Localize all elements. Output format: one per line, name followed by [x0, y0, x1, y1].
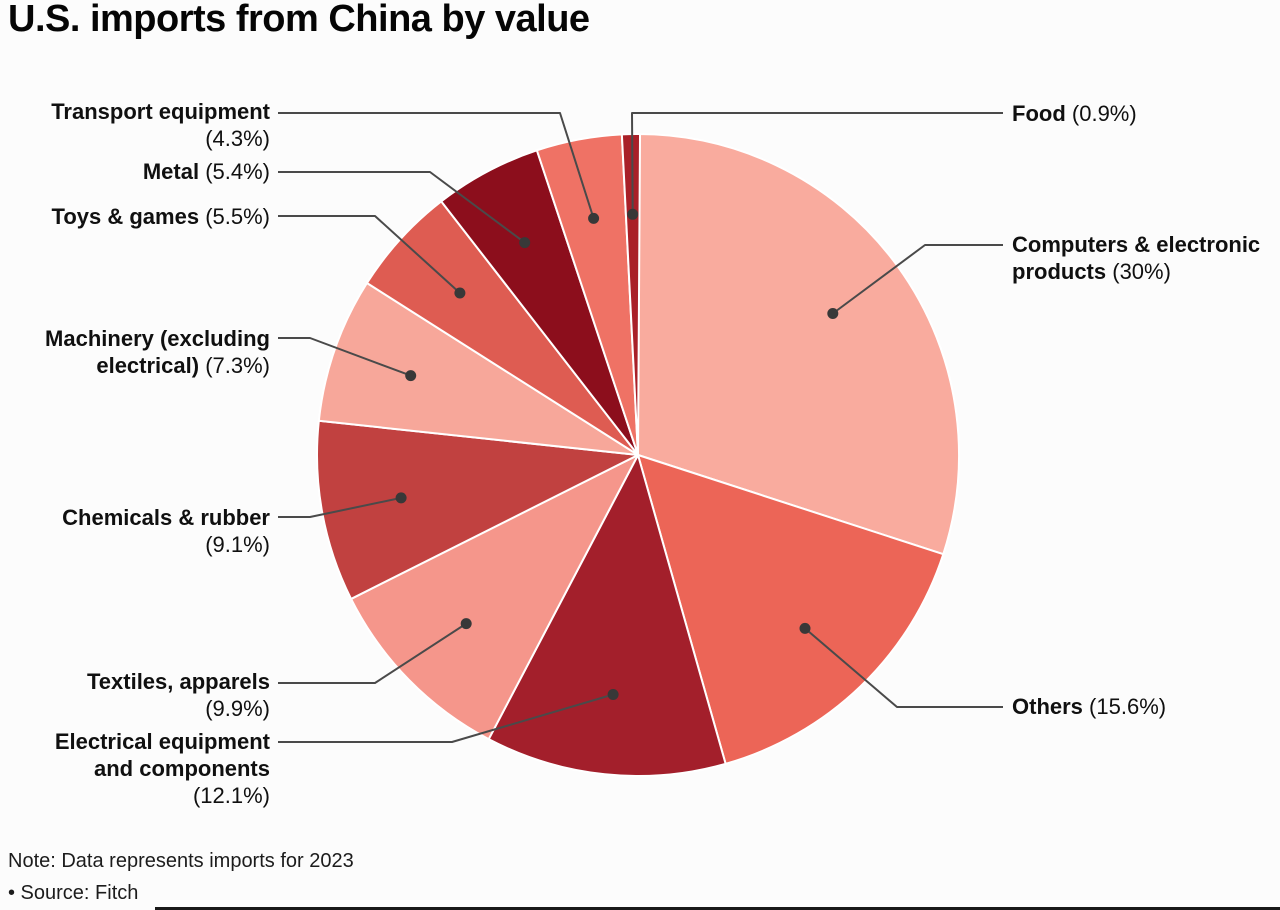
- leader-dot-chemicals: [395, 492, 407, 504]
- label-machinery: Machinery (excluding electrical) (7.3%): [30, 325, 270, 379]
- leader-line-metal: [278, 171, 526, 244]
- leader-line-others: [804, 627, 1003, 708]
- source-text: • Source: Fitch: [8, 882, 139, 904]
- label-percent: (30%): [1112, 259, 1171, 284]
- leader-line-computers: [832, 244, 1003, 315]
- label-text: Others: [1012, 694, 1083, 719]
- label-percent: (0.9%): [1071, 101, 1137, 126]
- label-toys-games: Toys & games (5.5%): [30, 203, 270, 230]
- pie-slice-chemicals: [316, 419, 639, 600]
- leader-line-chemicals: [278, 496, 402, 518]
- label-text: Food: [1012, 101, 1066, 126]
- leader-dot-textiles: [460, 618, 472, 630]
- label-text: Transport equipment: [51, 99, 270, 124]
- leader-dot-machinery: [405, 370, 417, 382]
- leader-dot-electrical: [607, 689, 619, 700]
- label-electrical-equipment: Electrical equipment and components (12.…: [30, 728, 270, 809]
- label-transport-equipment: Transport equipment (4.3%): [30, 98, 270, 152]
- label-percent: (9.1%): [205, 532, 270, 557]
- pie-slice-others: [637, 454, 945, 765]
- label-percent: (4.3%): [205, 126, 270, 151]
- label-text: Textiles, apparels: [86, 669, 270, 694]
- label-text: Electrical equipment and components: [54, 729, 270, 781]
- leader-line-machinery: [278, 337, 412, 377]
- label-text: Computers & electronic products: [1012, 232, 1261, 284]
- leader-dot-computers: [827, 308, 839, 319]
- label-percent: (5.5%): [205, 204, 270, 229]
- label-percent: (15.6%): [1089, 694, 1167, 719]
- label-percent: (7.3%): [205, 353, 270, 378]
- label-computers-electronics: Computers & electronic products (30%): [1012, 231, 1277, 285]
- leader-line-toys: [278, 215, 461, 294]
- leader-dot-metal: [519, 237, 531, 249]
- leader-dot-toys: [454, 287, 466, 299]
- label-text: Toys & games: [51, 204, 200, 229]
- label-text: Chemicals & rubber: [62, 505, 270, 530]
- label-percent: (5.4%): [205, 159, 270, 184]
- label-others: Others (15.6%): [1012, 693, 1277, 720]
- label-percent: (12.1%): [192, 783, 270, 808]
- leader-dot-transport: [588, 212, 600, 224]
- note-text: Note: Data represents imports for 2023: [8, 850, 354, 872]
- pie-slice-electrical: [487, 454, 727, 777]
- pie-slice-machinery: [317, 282, 639, 456]
- bottom-border: [155, 907, 1280, 910]
- leader-dot-others: [799, 622, 811, 634]
- label-textiles-apparels: Textiles, apparels (9.9%): [30, 668, 270, 722]
- leader-line-food: [631, 112, 1003, 215]
- chart-title: U.S. imports from China by value: [8, 0, 590, 40]
- label-percent: (9.9%): [205, 696, 270, 721]
- label-metal: Metal (5.4%): [30, 158, 270, 185]
- leader-line-transport: [278, 112, 595, 219]
- label-text: Machinery (excluding electrical): [45, 326, 270, 378]
- label-food: Food (0.9%): [1012, 100, 1277, 127]
- label-chemicals-rubber: Chemicals & rubber (9.1%): [30, 504, 270, 558]
- label-text: Metal: [142, 159, 200, 184]
- leader-line-textiles: [278, 622, 467, 684]
- pie-slice-textiles: [350, 454, 639, 741]
- leader-line-electrical: [278, 693, 614, 743]
- leader-dot-food: [627, 208, 639, 220]
